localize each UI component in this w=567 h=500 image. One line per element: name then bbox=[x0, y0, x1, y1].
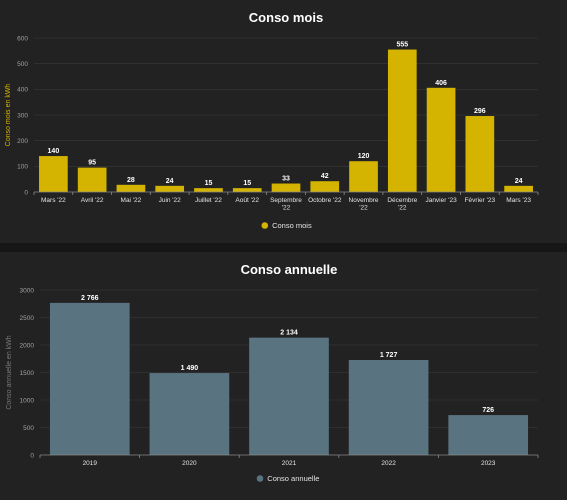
data-label: 406 bbox=[435, 80, 447, 87]
bar-6 bbox=[232, 188, 262, 192]
y-tick-label: 0 bbox=[30, 452, 34, 459]
x-tick-label: Mars '22 bbox=[41, 197, 66, 204]
y-axis-label: Conso annuelle en kWh bbox=[6, 335, 13, 409]
x-tick-label: Juin '22 bbox=[159, 197, 182, 204]
data-label: 1 490 bbox=[181, 365, 199, 372]
x-tick-label: 2023 bbox=[481, 460, 496, 467]
x-tick-label: '22 bbox=[398, 205, 407, 212]
data-label: 33 bbox=[282, 176, 290, 183]
chart-title: Conso mois bbox=[249, 10, 323, 25]
y-tick-label: 500 bbox=[23, 425, 34, 432]
bar-5 bbox=[448, 415, 529, 455]
bar-8 bbox=[310, 181, 340, 192]
y-tick-label: 2000 bbox=[20, 342, 35, 349]
y-tick-label: 2500 bbox=[20, 315, 35, 322]
data-label: 2 134 bbox=[280, 330, 298, 337]
legend-marker bbox=[261, 222, 269, 229]
data-label: 1 727 bbox=[380, 352, 398, 359]
y-tick-label: 0 bbox=[24, 189, 28, 196]
x-tick-label: Mars '23 bbox=[506, 197, 531, 204]
bar-9 bbox=[349, 161, 378, 192]
y-tick-label: 1000 bbox=[20, 397, 35, 404]
bar-12 bbox=[465, 116, 495, 192]
y-tick-label: 200 bbox=[17, 138, 28, 145]
bar-1 bbox=[39, 156, 68, 192]
y-tick-label: 300 bbox=[17, 112, 28, 119]
bar-2 bbox=[149, 373, 230, 455]
x-tick-label: Novembre bbox=[349, 197, 379, 204]
data-label: 95 bbox=[88, 160, 96, 167]
y-tick-label: 500 bbox=[17, 61, 28, 68]
y-tick-label: 400 bbox=[17, 87, 28, 94]
data-label: 15 bbox=[205, 180, 213, 187]
bar-4 bbox=[348, 360, 429, 455]
x-tick-label: 2020 bbox=[182, 460, 197, 467]
bar-13 bbox=[504, 185, 533, 192]
x-tick-label: Septembre bbox=[270, 197, 302, 204]
x-tick-label: Février '23 bbox=[465, 197, 496, 204]
x-tick-label: '22 bbox=[282, 205, 291, 212]
data-label: 24 bbox=[166, 178, 174, 185]
data-label: 140 bbox=[48, 148, 60, 155]
x-tick-label: 2022 bbox=[381, 460, 396, 467]
x-tick-label: Avril '22 bbox=[81, 197, 104, 204]
y-tick-label: 100 bbox=[17, 164, 28, 171]
y-tick-label: 3000 bbox=[20, 287, 35, 294]
monthly-chart-panel: Conso mois 0 100 200 300 400 500 600 Conso mois … bbox=[0, 0, 567, 243]
legend-marker bbox=[256, 475, 264, 482]
x-tick-label: 2021 bbox=[282, 460, 297, 467]
y-tick-label: 1500 bbox=[20, 370, 35, 377]
yearly-chart-panel: Conso annuelle 0 500 1000 1500 2000 2500 3000 Co… bbox=[0, 252, 567, 500]
y-tick-label: 600 bbox=[17, 35, 28, 42]
bar-11 bbox=[426, 87, 456, 192]
data-label: 42 bbox=[321, 173, 329, 180]
bar-3 bbox=[249, 337, 329, 455]
x-tick-label: Décembre bbox=[387, 197, 417, 204]
x-tick-label: Mai '22 bbox=[121, 197, 142, 204]
bar-7 bbox=[271, 183, 301, 192]
bar-4 bbox=[155, 185, 185, 192]
data-label: 296 bbox=[474, 108, 486, 115]
data-label: 726 bbox=[482, 407, 494, 414]
legend-label: Conso annuelle bbox=[267, 474, 319, 483]
x-tick-label: Janvier '23 bbox=[425, 197, 457, 204]
yearly-consumption-chart: Conso annuelle 0 500 1000 1500 2000 2500 3000 Co… bbox=[6, 262, 539, 483]
bar-3 bbox=[116, 184, 146, 192]
x-tick-label: Octobre '22 bbox=[308, 197, 342, 204]
data-label: 28 bbox=[127, 177, 135, 184]
x-tick-label: 2019 bbox=[83, 460, 98, 467]
data-label: 24 bbox=[515, 178, 523, 185]
y-axis-label: Conso mois en kWh bbox=[5, 84, 12, 147]
data-label: 120 bbox=[358, 153, 370, 160]
bar-1 bbox=[49, 302, 130, 455]
data-label: 2 766 bbox=[81, 295, 99, 302]
monthly-consumption-chart: Conso mois 0 100 200 300 400 500 600 Conso mois … bbox=[5, 10, 539, 230]
data-label: 15 bbox=[243, 180, 251, 187]
data-label: 555 bbox=[396, 42, 408, 49]
chart-title: Conso annuelle bbox=[241, 262, 338, 277]
x-tick-label: '22 bbox=[359, 205, 368, 212]
bar-10 bbox=[387, 49, 417, 192]
legend-label: Conso mois bbox=[272, 221, 312, 230]
bar-2 bbox=[77, 167, 107, 192]
x-tick-label: Juillet '22 bbox=[195, 197, 222, 204]
x-tick-label: Août '22 bbox=[235, 197, 259, 204]
bar-5 bbox=[194, 188, 223, 192]
